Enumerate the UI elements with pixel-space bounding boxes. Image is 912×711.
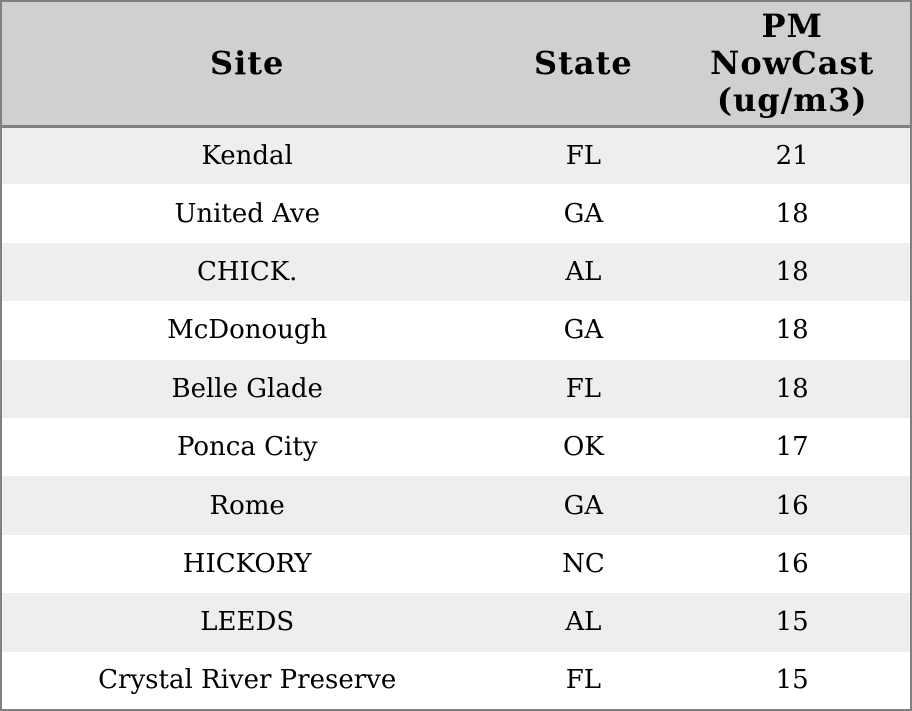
header-row: Site State PM NowCast (ug/m3) [1, 1, 911, 128]
table-row: McDonough GA 18 [1, 301, 911, 360]
cell-site: Kendal [201, 140, 293, 171]
cell-state: GA [563, 315, 604, 346]
cell-site: CHICK. [196, 256, 298, 287]
cell-value: 18 [775, 256, 809, 287]
table-row: Kendal FL 21 [1, 126, 911, 185]
table-row: Rome GA 16 [1, 476, 911, 535]
cell-site: McDonough [167, 315, 328, 346]
cell-state: FL [565, 665, 602, 696]
cell-site: HICKORY [182, 548, 312, 579]
column-header-pm-nowcast: PM NowCast (ug/m3) [674, 1, 911, 128]
cell-state: FL [565, 140, 602, 171]
cell-state: AL [565, 607, 602, 638]
cell-value: 15 [775, 665, 809, 696]
cell-value: 18 [775, 198, 809, 229]
cell-value: 21 [775, 140, 809, 171]
column-header-state: State [492, 1, 675, 128]
cell-value: 18 [775, 315, 809, 346]
table-header: Site State PM NowCast (ug/m3) [1, 1, 911, 128]
cell-value: 16 [775, 490, 809, 521]
cell-site: Crystal River Preserve [98, 665, 397, 696]
table-row: Belle Glade FL 18 [1, 359, 911, 418]
table-row: Crystal River Preserve FL 15 [1, 651, 911, 710]
table-row: HICKORY NC 16 [1, 534, 911, 594]
cell-site: Rome [209, 490, 285, 521]
cell-state: OK [563, 432, 604, 463]
cell-value: 17 [775, 432, 809, 463]
cell-state: FL [565, 373, 602, 404]
cell-state: GA [563, 490, 604, 521]
cell-value: 15 [775, 607, 809, 638]
cell-site: Belle Glade [171, 373, 323, 404]
cell-state: GA [563, 198, 604, 229]
cell-site: Ponca City [176, 432, 318, 463]
cell-site: LEEDS [200, 607, 295, 638]
table-row: United Ave GA 18 [1, 184, 911, 243]
table-row: Ponca City OK 17 [1, 417, 911, 477]
table-row: CHICK. AL 18 [1, 242, 911, 302]
cell-state: AL [565, 256, 602, 287]
table-body: Kendal FL 21 United Ave GA 18 CHICK. AL … [1, 126, 911, 710]
cell-value: 16 [775, 548, 809, 579]
cell-value: 18 [775, 373, 809, 404]
column-header-pm-nowcast-label: PM NowCast (ug/m3) [710, 6, 875, 119]
table-row: LEEDS AL 15 [1, 593, 911, 652]
cell-site: United Ave [174, 198, 320, 229]
cell-state: NC [562, 548, 605, 579]
column-header-site: Site [1, 1, 493, 128]
